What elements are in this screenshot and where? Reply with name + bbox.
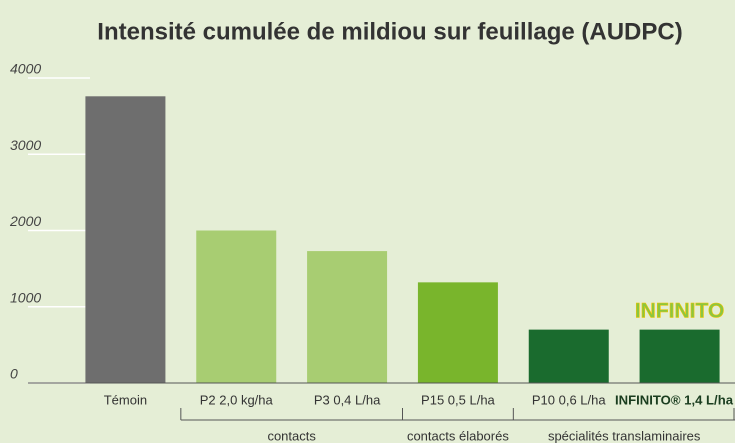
y-tick-label: 2000 [9,213,41,229]
group-label: contacts [267,428,316,443]
bar [528,329,609,383]
group-label: contacts élaborés [407,428,509,443]
x-tick-label: P15 0,5 L/ha [421,392,495,407]
y-tick-label: 4000 [10,61,41,77]
bar [307,251,388,383]
x-tick-label: P3 0,4 L/ha [314,392,381,407]
bar [85,96,166,384]
bar [639,329,720,383]
y-tick-label: 3000 [10,137,41,153]
x-tick-label: Témoin [104,392,147,407]
annotation: INFINITO [635,300,724,323]
y-tick-label: 0 [10,366,18,382]
x-tick-label: INFINITO® 1,4 L/ha [615,392,734,407]
bar [196,230,277,383]
bar [417,282,498,383]
chart-title: Intensité cumulée de mildiou sur feuilla… [97,18,682,45]
y-tick-label: 1000 [10,289,41,305]
group-label: spécialités translaminaires [548,428,701,443]
x-tick-label: P2 2,0 kg/ha [200,392,274,407]
x-tick-label: P10 0,6 L/ha [532,392,606,407]
